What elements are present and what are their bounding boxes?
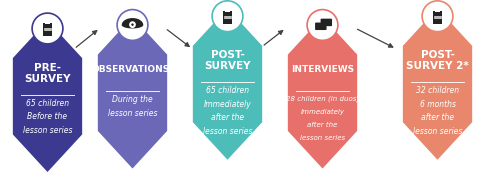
- Polygon shape: [192, 7, 263, 161]
- Bar: [45, 22, 50, 25]
- FancyBboxPatch shape: [315, 23, 326, 30]
- Text: lesson series: lesson series: [413, 127, 462, 136]
- Polygon shape: [12, 19, 83, 173]
- Text: 28 children (in duos): 28 children (in duos): [286, 95, 359, 101]
- Ellipse shape: [32, 13, 63, 44]
- Polygon shape: [287, 16, 358, 170]
- Text: lesson series: lesson series: [300, 135, 345, 141]
- Text: During the: During the: [112, 95, 153, 104]
- Polygon shape: [97, 16, 168, 170]
- Ellipse shape: [422, 1, 453, 32]
- Text: 65 children: 65 children: [206, 86, 249, 95]
- Ellipse shape: [212, 1, 243, 32]
- Text: after the: after the: [421, 113, 454, 122]
- Ellipse shape: [117, 10, 148, 40]
- Text: 32 children: 32 children: [416, 86, 459, 95]
- Bar: [225, 10, 230, 12]
- Text: lesson series: lesson series: [203, 127, 252, 136]
- Bar: [224, 11, 232, 24]
- Ellipse shape: [129, 21, 136, 28]
- Text: 65 children: 65 children: [26, 99, 69, 108]
- Text: OBSERVATIONS*: OBSERVATIONS*: [91, 65, 174, 74]
- Bar: [434, 11, 442, 24]
- Text: lesson series: lesson series: [23, 125, 72, 135]
- Text: POST-
SURVEY 2*: POST- SURVEY 2*: [406, 50, 469, 72]
- Polygon shape: [122, 18, 144, 29]
- Text: after the: after the: [211, 113, 244, 122]
- Text: Before the: Before the: [28, 112, 68, 121]
- Text: after the: after the: [308, 122, 338, 128]
- Ellipse shape: [307, 10, 338, 40]
- Text: 6 months: 6 months: [420, 100, 456, 109]
- Polygon shape: [402, 7, 473, 161]
- Text: Immediately: Immediately: [300, 108, 344, 115]
- Text: lesson series: lesson series: [108, 108, 157, 118]
- Text: INTERVIEWS: INTERVIEWS: [291, 65, 354, 74]
- Ellipse shape: [132, 23, 134, 26]
- Bar: [44, 23, 52, 36]
- Text: Immediately: Immediately: [204, 100, 252, 109]
- FancyBboxPatch shape: [320, 19, 332, 26]
- Bar: [435, 10, 440, 12]
- Text: PRE-
SURVEY: PRE- SURVEY: [24, 62, 71, 84]
- Text: POST-
SURVEY: POST- SURVEY: [204, 50, 251, 72]
